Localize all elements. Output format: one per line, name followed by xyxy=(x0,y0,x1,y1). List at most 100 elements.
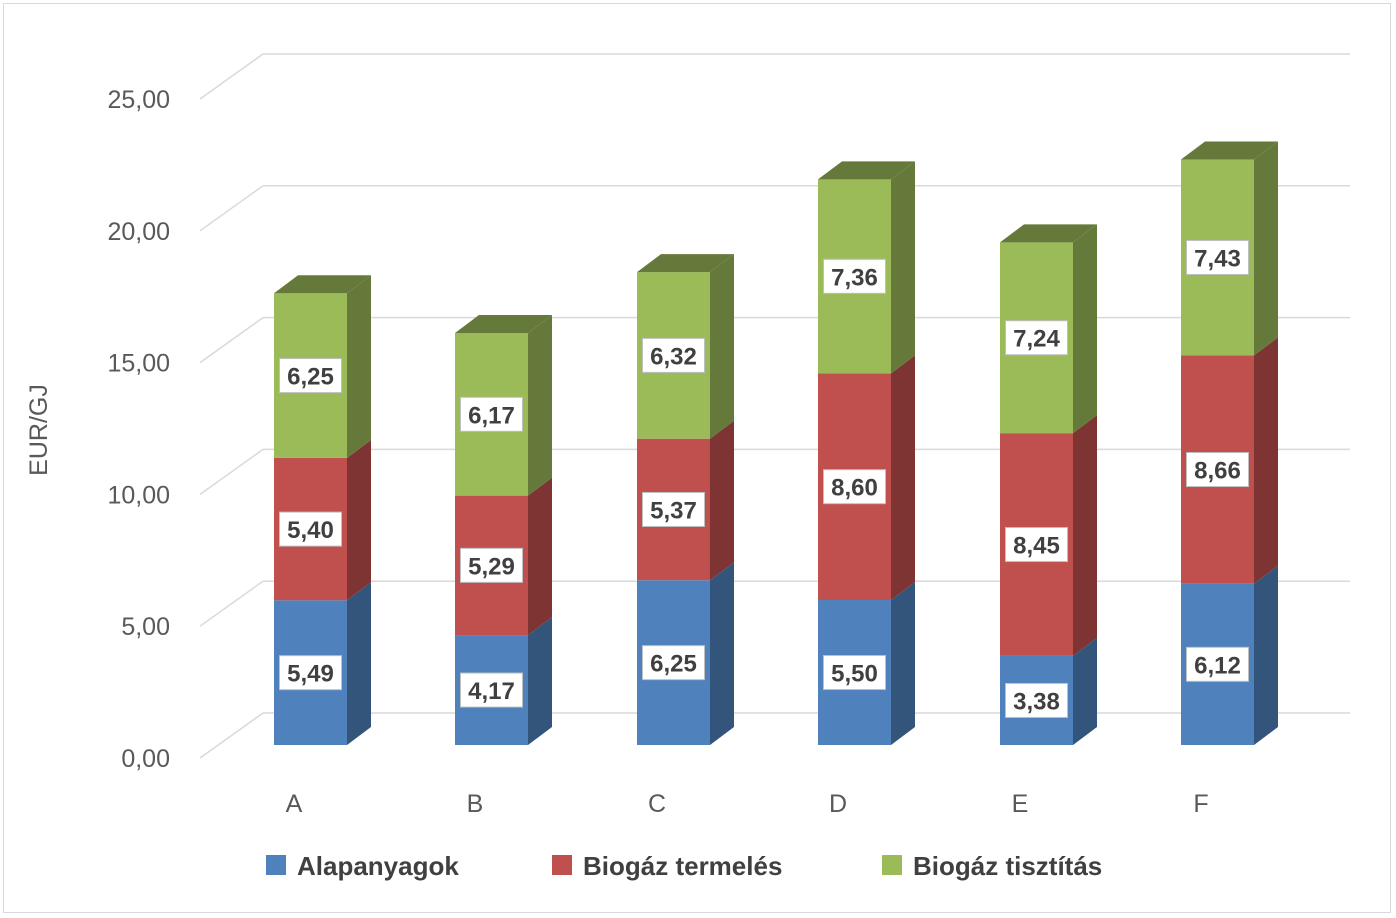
data-label-text: 5,49 xyxy=(287,661,334,688)
data-label: 6,17 xyxy=(460,396,523,432)
data-label: 8,60 xyxy=(823,469,886,505)
data-label-text: 3,38 xyxy=(1013,688,1060,715)
bar-side xyxy=(347,275,371,458)
y-tick-labels: 0,00 5,00 10,00 15,00 20,00 25,00 xyxy=(107,86,170,773)
data-label-text: 6,12 xyxy=(1194,652,1241,679)
data-label-box xyxy=(1186,239,1249,275)
gridline-diagonal xyxy=(199,448,264,496)
data-labels: 5,49 5,40 6,25 4,17 5,29 6,17 6,25 5,37 6,32 5,50… xyxy=(279,239,1249,718)
bar-side xyxy=(1073,637,1097,745)
x-tick-label: B xyxy=(467,790,484,818)
data-label: 6,32 xyxy=(642,337,705,373)
data-label-box xyxy=(823,469,886,505)
gridline-diagonal xyxy=(199,580,264,627)
data-label-box xyxy=(1005,320,1068,356)
legend-swatch xyxy=(552,855,572,875)
bar-top xyxy=(637,254,734,273)
data-label: 7,36 xyxy=(823,258,886,294)
bar-side xyxy=(891,161,915,374)
data-label-text: 7,24 xyxy=(1013,326,1060,353)
data-label-box xyxy=(460,672,523,708)
bar-side xyxy=(1254,337,1278,584)
data-label-text: 8,60 xyxy=(831,475,878,502)
data-label: 6,12 xyxy=(1186,646,1249,682)
data-label: 5,49 xyxy=(279,655,342,691)
bar-side xyxy=(1073,415,1097,656)
y-tick-label: 15,00 xyxy=(107,350,170,378)
data-label-text: 5,29 xyxy=(468,553,515,580)
data-label-box xyxy=(642,645,705,681)
data-label-text: 4,17 xyxy=(468,678,515,705)
data-label-text: 6,25 xyxy=(650,651,697,678)
gridline-diagonal xyxy=(199,53,264,100)
data-label: 6,25 xyxy=(279,358,342,394)
x-tick-label: E xyxy=(1012,790,1029,818)
bar-side xyxy=(528,617,552,745)
x-tick-label: F xyxy=(1193,790,1208,818)
data-label-text: 6,25 xyxy=(287,364,334,391)
bar-side xyxy=(1254,565,1278,745)
data-label: 3,38 xyxy=(1005,682,1068,718)
data-label: 5,40 xyxy=(279,511,342,547)
bar-side xyxy=(528,477,552,636)
data-label-box xyxy=(460,547,523,583)
data-label: 7,43 xyxy=(1186,239,1249,275)
gridline-diagonal xyxy=(199,712,264,759)
legend-item: Alapanyagok xyxy=(266,851,459,881)
data-label-box xyxy=(1186,452,1249,488)
gridline-diagonal xyxy=(199,185,264,232)
y-tick-label: 0,00 xyxy=(121,745,170,773)
bar-side xyxy=(347,582,371,745)
bar-side xyxy=(528,314,552,496)
y-axis-title: EUR/GJ xyxy=(25,384,53,476)
data-label: 8,45 xyxy=(1005,527,1068,563)
data-label-box xyxy=(1186,646,1249,682)
legend-swatch xyxy=(266,855,286,875)
y-tick-label: 20,00 xyxy=(107,218,170,246)
data-label-box xyxy=(1005,527,1068,563)
bar-side xyxy=(1073,224,1097,434)
bar-side xyxy=(891,355,915,601)
data-label: 5,29 xyxy=(460,547,523,583)
bar-side xyxy=(710,562,734,745)
chart-frame xyxy=(3,3,1391,913)
x-tick-label: A xyxy=(286,790,303,818)
legend-label: Alapanyagok xyxy=(297,851,459,881)
bar-side xyxy=(710,420,734,581)
data-label-box xyxy=(642,337,705,373)
data-label-text: 5,40 xyxy=(287,517,334,544)
data-label-box xyxy=(823,258,886,294)
gridlines xyxy=(199,53,1350,759)
bar-side xyxy=(710,254,734,439)
data-label-box xyxy=(823,655,886,691)
data-label: 8,66 xyxy=(1186,452,1249,488)
gridline-diagonal xyxy=(199,316,264,364)
legend-label: Biogáz tisztítás xyxy=(913,851,1102,881)
bar-top xyxy=(818,161,915,180)
legend-item: Biogáz tisztítás xyxy=(882,851,1102,881)
data-label: 6,25 xyxy=(642,645,705,681)
data-label-text: 6,32 xyxy=(650,343,697,370)
y-tick-label: 10,00 xyxy=(107,481,170,509)
data-label: 5,37 xyxy=(642,491,705,527)
bar-top xyxy=(274,275,371,294)
x-tick-label: D xyxy=(829,790,847,818)
bar-side xyxy=(1254,141,1278,356)
data-label-box xyxy=(279,655,342,691)
data-label: 7,24 xyxy=(1005,320,1068,356)
data-label-text: 7,36 xyxy=(831,264,878,291)
bar-top xyxy=(1000,224,1097,243)
bar-top xyxy=(455,314,552,333)
bar-side xyxy=(347,439,371,601)
legend: Alapanyagok Biogáz termelés Biogáz tisztít… xyxy=(266,851,1102,881)
bar-top xyxy=(1181,141,1278,160)
data-label-text: 8,45 xyxy=(1013,533,1060,560)
data-label-box xyxy=(460,396,523,432)
bar-side xyxy=(891,582,915,745)
legend-swatch xyxy=(882,855,902,875)
legend-label: Biogáz termelés xyxy=(583,851,782,881)
data-label-text: 5,50 xyxy=(831,661,878,688)
data-label: 5,50 xyxy=(823,655,886,691)
data-label-text: 6,17 xyxy=(468,402,515,429)
data-label-box xyxy=(642,491,705,527)
